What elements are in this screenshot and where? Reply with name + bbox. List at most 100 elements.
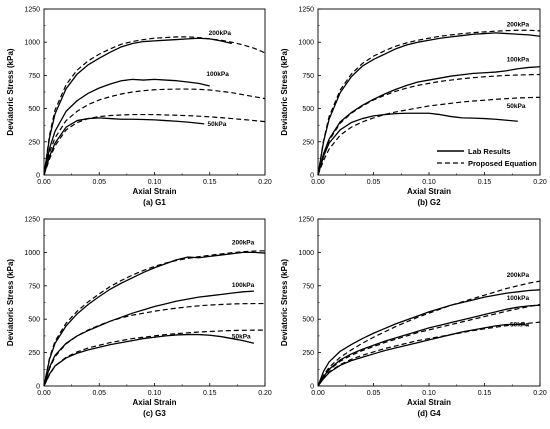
series-proposed-50kPa: [43, 329, 265, 387]
chart-panel-4: 0.00 0.05 0.10 0.15 0.20 0 250 500 750 1000 1250 Ax…: [280, 217, 547, 419]
series-proposed-100kPa: [43, 302, 265, 387]
series-proposed-50kPa: [317, 96, 541, 176]
series-lab-100kPa: [43, 78, 210, 176]
series-lab-50kPa: [43, 333, 255, 387]
x-axis-label: Axial Strain: [407, 187, 451, 196]
y-tick-label: 1000: [24, 250, 40, 257]
x-tick-label: 0.15: [478, 179, 492, 186]
x-tick-label: 0.20: [533, 390, 547, 397]
series-lab-200kPa: [317, 32, 541, 176]
y-tick-label: 750: [302, 283, 314, 290]
curve-annotation: 200kPa: [232, 239, 255, 246]
y-tick-label: 250: [28, 350, 40, 357]
curve-annotation: 50kPa: [510, 322, 529, 329]
x-tick-label: 0.20: [533, 179, 547, 186]
y-tick-label: 500: [28, 317, 40, 324]
y-tick-label: 1250: [24, 217, 40, 224]
x-tick-label: 0.00: [37, 390, 51, 397]
series-proposed-200kPa: [43, 36, 266, 176]
series-lab-50kPa: [317, 112, 518, 176]
series-proposed-50kPa: [43, 113, 266, 176]
y-axis-label: Deviatoric Stress (kPa): [280, 259, 289, 346]
curve-annotation: 200kPa: [507, 21, 530, 28]
series-lab-50kPa: [317, 323, 529, 387]
curve-annotation: 50kPa: [232, 334, 251, 341]
y-tick-label: 750: [302, 73, 314, 80]
x-axis-label: Axial Strain: [132, 187, 176, 196]
series-lab-100kPa: [317, 304, 541, 387]
y-tick-label: 250: [302, 350, 314, 357]
x-tick-label: 0.00: [37, 179, 51, 186]
x-tick-label: 0.00: [311, 179, 325, 186]
y-tick-label: 0: [310, 173, 314, 180]
y-tick-label: 0: [36, 384, 40, 391]
x-tick-label: 0.05: [367, 390, 381, 397]
y-tick-label: 250: [28, 139, 40, 146]
series-lab-100kPa: [317, 66, 541, 176]
x-tick-label: 0.10: [148, 390, 162, 397]
chart-panel-2: 0.00 0.05 0.10 0.15 0.20 0 250 500 750 1000 1250 Ax…: [280, 7, 547, 208]
series-lab-100kPa: [43, 290, 254, 387]
y-tick-label: 1250: [24, 7, 40, 14]
x-tick-label: 0.10: [422, 390, 436, 397]
y-tick-label: 500: [28, 106, 40, 113]
series-proposed-200kPa: [317, 29, 541, 176]
y-tick-label: 1250: [298, 7, 314, 14]
y-tick-label: 0: [36, 173, 40, 180]
curve-annotation: 50kPa: [208, 121, 227, 128]
panel-caption: (a) G1: [143, 198, 166, 207]
x-tick-label: 0.05: [92, 179, 106, 186]
curve-annotation: 50kPa: [507, 103, 526, 110]
curve-annotation: 200kPa: [507, 272, 530, 279]
x-tick-label: 0.10: [422, 179, 436, 186]
curve-annotation: 100kPa: [206, 71, 229, 78]
y-tick-label: 1000: [298, 250, 314, 257]
y-tick-label: 750: [28, 73, 40, 80]
panel-caption: (d) G4: [417, 409, 441, 418]
y-axis-label: Deviatoric Stress (kPa): [6, 259, 15, 346]
panel-caption: (c) G3: [143, 409, 166, 418]
series-lab-200kPa: [43, 37, 233, 176]
x-tick-label: 0.05: [367, 179, 381, 186]
x-tick-label: 0.20: [258, 390, 272, 397]
y-tick-label: 500: [302, 317, 314, 324]
series-lab-50kPa: [43, 117, 205, 176]
y-tick-label: 750: [28, 283, 40, 290]
legend-proposed-label: Proposed Equation: [468, 159, 537, 168]
plot-frame: [43, 8, 266, 176]
chart-panel-3: 0.00 0.05 0.10 0.15 0.20 0 250 500 750 1000 1250 Ax…: [6, 217, 272, 419]
x-axis-label: Axial Strain: [132, 398, 176, 407]
series-lab-200kPa: [43, 251, 266, 387]
x-axis-label: Axial Strain: [407, 398, 451, 407]
x-tick-label: 0.05: [92, 390, 106, 397]
series-lab-200kPa: [317, 289, 541, 387]
series-proposed-100kPa: [317, 303, 541, 387]
series-proposed-200kPa: [43, 250, 266, 387]
curve-annotation: 200kPa: [209, 30, 232, 37]
series-proposed-200kPa: [317, 280, 541, 387]
legend: Lab Results Proposed Equation: [437, 147, 537, 168]
legend-lab-label: Lab Results: [468, 147, 511, 156]
panel-caption: (b) G2: [417, 198, 441, 207]
y-axis-label: Deviatoric Stress (kPa): [6, 48, 15, 135]
chart-panel-1: 0.00 0.05 0.10 0.15 0.20 0 250 500 750 1000 1250 Ax…: [6, 7, 272, 208]
y-tick-label: 1000: [24, 40, 40, 47]
x-tick-label: 0.15: [203, 390, 217, 397]
panels: 0.00 0.05 0.10 0.15 0.20 0 250 500 750 1000 1250 Ax…: [6, 7, 547, 419]
y-tick-label: 0: [310, 384, 314, 391]
curve-annotation: 100kPa: [507, 56, 530, 63]
curve-annotation: 100kPa: [232, 282, 255, 289]
y-tick-label: 1250: [298, 217, 314, 224]
y-tick-label: 250: [302, 139, 314, 146]
series-proposed-100kPa: [43, 88, 266, 176]
x-tick-label: 0.15: [478, 390, 492, 397]
series-proposed-100kPa: [317, 73, 541, 176]
x-tick-label: 0.20: [258, 179, 272, 186]
y-axis-label: Deviatoric Stress (kPa): [280, 48, 289, 135]
curve-annotation: 100kPa: [507, 295, 530, 302]
x-tick-label: 0.15: [203, 179, 217, 186]
y-tick-label: 1000: [298, 40, 314, 47]
x-tick-label: 0.00: [311, 390, 325, 397]
x-tick-label: 0.10: [148, 179, 162, 186]
